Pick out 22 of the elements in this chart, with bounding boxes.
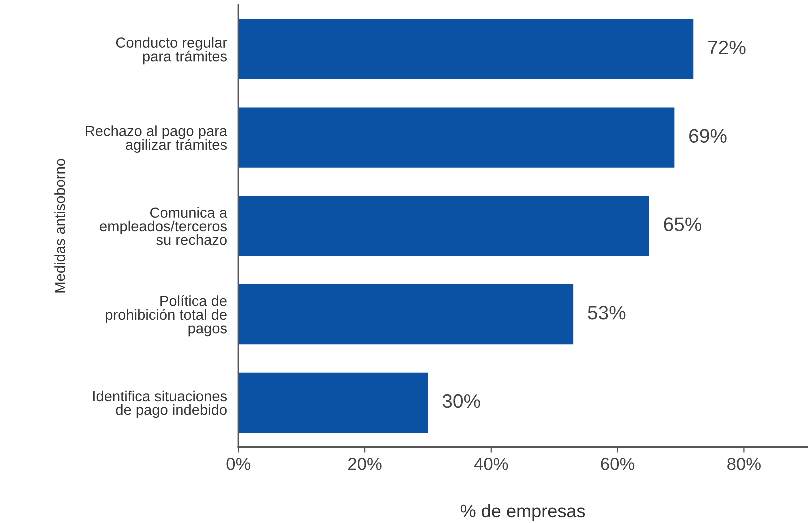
bar xyxy=(238,196,650,256)
x-tick-label: 0% xyxy=(226,458,251,470)
x-tick-label: 80% xyxy=(728,458,761,470)
bar xyxy=(238,19,694,80)
x-axis-title: % de empresas xyxy=(460,504,586,522)
y-tick-label: Rechazo al pago para agilizar trámites xyxy=(86,126,228,154)
bar xyxy=(238,372,428,434)
x-tick-label: 20% xyxy=(348,458,382,470)
y-tick-label: Comunica a empleados/terceros su rechazo xyxy=(100,207,228,246)
y-tick-label: Identifica situaciones de pago indebido xyxy=(94,390,228,418)
data-label: 53% xyxy=(588,306,626,320)
data-label: 30% xyxy=(442,394,480,408)
bar xyxy=(238,108,675,168)
data-label: 69% xyxy=(690,129,727,144)
data-label: 65% xyxy=(664,218,702,232)
y-tick-label: Conducto regular para trámites xyxy=(116,37,228,65)
x-tick-label: 60% xyxy=(601,458,635,470)
y-tick-label: Política de prohibición total de pagos xyxy=(106,295,228,337)
data-label: 72% xyxy=(708,40,746,55)
bar xyxy=(238,284,574,345)
x-tick-label: 40% xyxy=(474,458,508,470)
y-axis-title: Medidas antisoborno xyxy=(54,159,66,293)
